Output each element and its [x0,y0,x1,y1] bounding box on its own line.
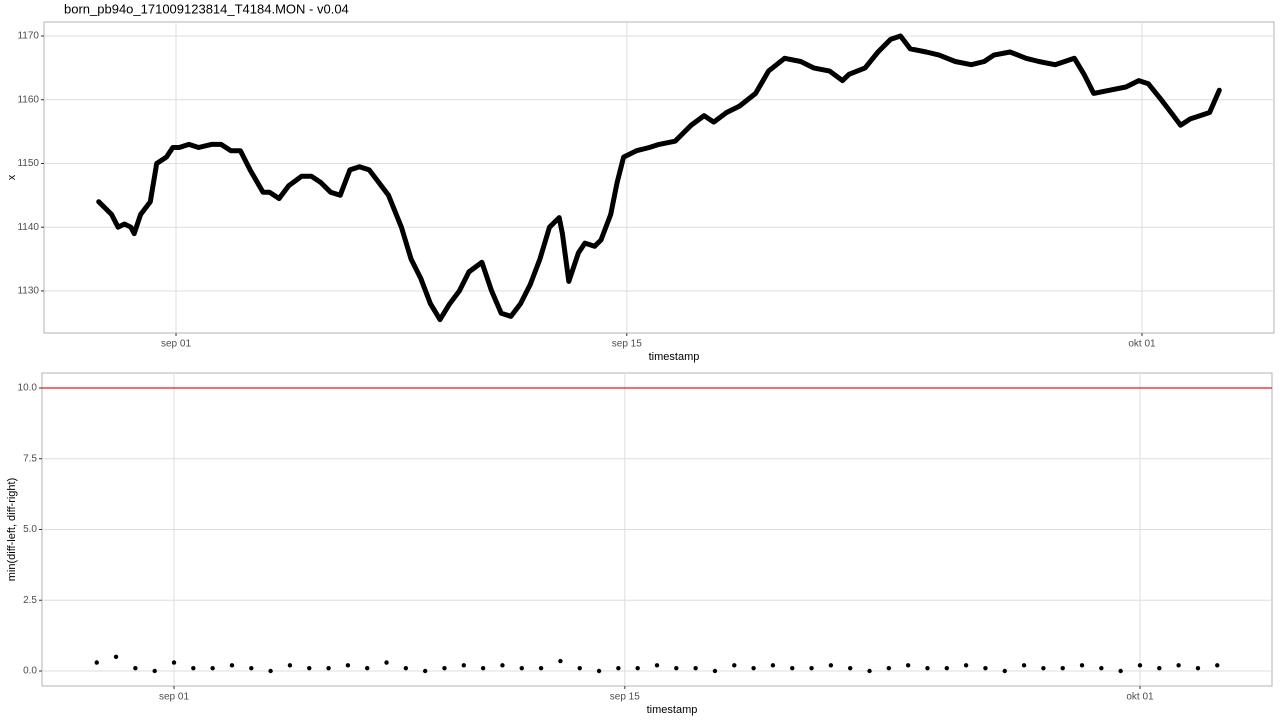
data-point [500,663,505,668]
data-point [770,663,776,668]
data-point [229,663,235,668]
y-axis-title: min(diff-left, diff-right) [6,478,18,582]
data-point [905,663,911,668]
data-point [963,663,969,668]
data-point [94,660,99,665]
data-point [828,663,834,668]
data-point [345,663,351,668]
data-point [925,665,930,671]
data-point [384,660,389,665]
data-point [983,665,988,671]
data-point [751,665,756,671]
data-line [96,33,1222,323]
x-tick-label: sep 01 [159,692,189,703]
data-point [307,665,312,671]
data-point [654,663,660,668]
y-tick-label: 1140 [17,222,39,233]
data-point [210,665,215,671]
data-point [1137,663,1143,668]
panel [43,21,1275,334]
y-tick-label: 0.0 [23,666,37,677]
data-point [596,668,602,674]
data-point [635,665,640,671]
y-tick-label: 1160 [17,94,39,105]
x-tick-label: okt 01 [1128,339,1156,350]
data-point [171,660,177,665]
data-point [886,665,892,671]
data-point [461,663,467,668]
x-tick-label: sep 15 [612,339,642,350]
data-point [326,665,331,671]
data-point [1041,665,1046,671]
data-point [480,665,486,671]
data-point [365,665,370,671]
y-tick-label: 7.5 [23,453,37,464]
data-point [1079,663,1085,668]
y-axis-title: x [6,174,18,180]
data-point [538,665,544,671]
x-tick-label: sep 01 [161,339,191,350]
x-tick-label: okt 01 [1126,692,1154,703]
data-point [809,665,814,671]
data-point [790,665,795,671]
y-tick-label: 1130 [17,286,39,297]
data-point [1195,665,1201,671]
y-tick-label: 5.0 [23,524,37,535]
data-point [1099,665,1104,671]
data-point [558,658,563,664]
data-point [712,668,718,674]
data-point [287,663,293,668]
data-point [519,665,524,671]
data-point [403,665,409,671]
data-point [867,668,872,674]
y-tick-label: 2.5 [23,595,37,606]
y-tick-label: 1170 [17,31,39,42]
data-point [1176,663,1181,668]
data-point [133,665,138,671]
chart-title: born_pb94o_171009123814_T4184.MON - v0.0… [64,1,349,16]
data-point [1021,663,1027,668]
data-point [113,654,119,660]
data-point [422,668,428,674]
data-point [1157,665,1162,671]
data-point [152,668,157,674]
data-point [1002,668,1007,674]
y-tick-label: 1150 [17,158,39,169]
data-point [944,665,949,671]
x-axis-title: timestamp [647,704,698,716]
data-point [1215,663,1220,668]
data-point [616,665,621,671]
x-tick-label: sep 15 [610,692,640,703]
data-point [693,665,698,671]
data-point [577,665,582,671]
data-point [1060,665,1065,671]
data-point [442,665,447,671]
data-point [732,663,737,668]
y-tick-label: 10.0 [18,383,38,394]
data-point [249,665,254,671]
data-point [1118,668,1123,674]
x-axis-title: timestamp [649,351,700,363]
data-point [191,665,196,671]
data-point [847,665,853,671]
data-point [268,668,273,674]
data-point [674,665,679,671]
